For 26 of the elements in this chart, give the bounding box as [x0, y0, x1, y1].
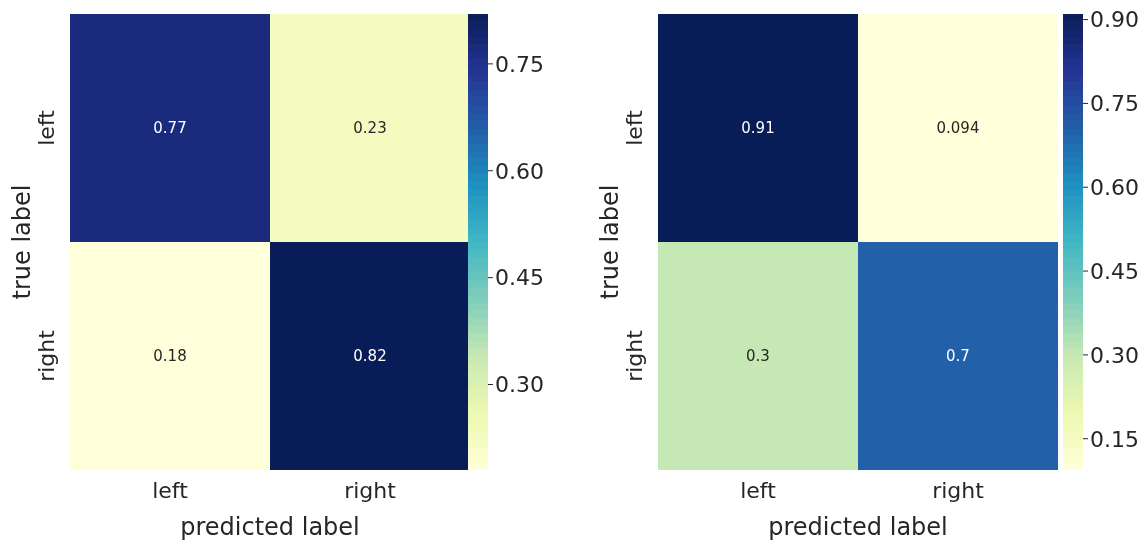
data-label: 0.91: [741, 119, 775, 137]
data-label: 0.7: [946, 347, 970, 365]
data-label: 0.77: [153, 119, 187, 137]
color-bar-label: 0.60: [1090, 175, 1139, 201]
x-tick-label: right: [344, 477, 397, 503]
x-tick-label: left: [152, 477, 189, 503]
x-axis-title: predicted label: [180, 513, 360, 541]
y-axis-title: true label: [8, 184, 36, 300]
color-bar-label: 0.30: [495, 372, 544, 398]
data-label: 0.094: [936, 119, 980, 137]
data-label: 0.82: [353, 347, 387, 365]
color-bar-label: 0.75: [1090, 91, 1139, 117]
data-label: 0.3: [746, 347, 770, 365]
color-bar-label: 0.15: [1090, 426, 1139, 452]
y-axis-title: true label: [596, 184, 624, 300]
x-tick-label: right: [932, 477, 985, 503]
x-tick-label: left: [740, 477, 777, 503]
color-bar-label: 0.30: [1090, 342, 1139, 368]
color-bar-label: 0.90: [1090, 7, 1139, 33]
data-label: 0.18: [153, 347, 187, 365]
x-axis-title: predicted label: [768, 513, 948, 541]
data-label: 0.23: [353, 119, 387, 137]
color-bar-label: 0.45: [1090, 258, 1139, 284]
color-bar-label: 0.75: [495, 51, 544, 77]
color-bar-label: 0.60: [495, 158, 544, 184]
color-bar-label: 0.45: [495, 265, 544, 291]
